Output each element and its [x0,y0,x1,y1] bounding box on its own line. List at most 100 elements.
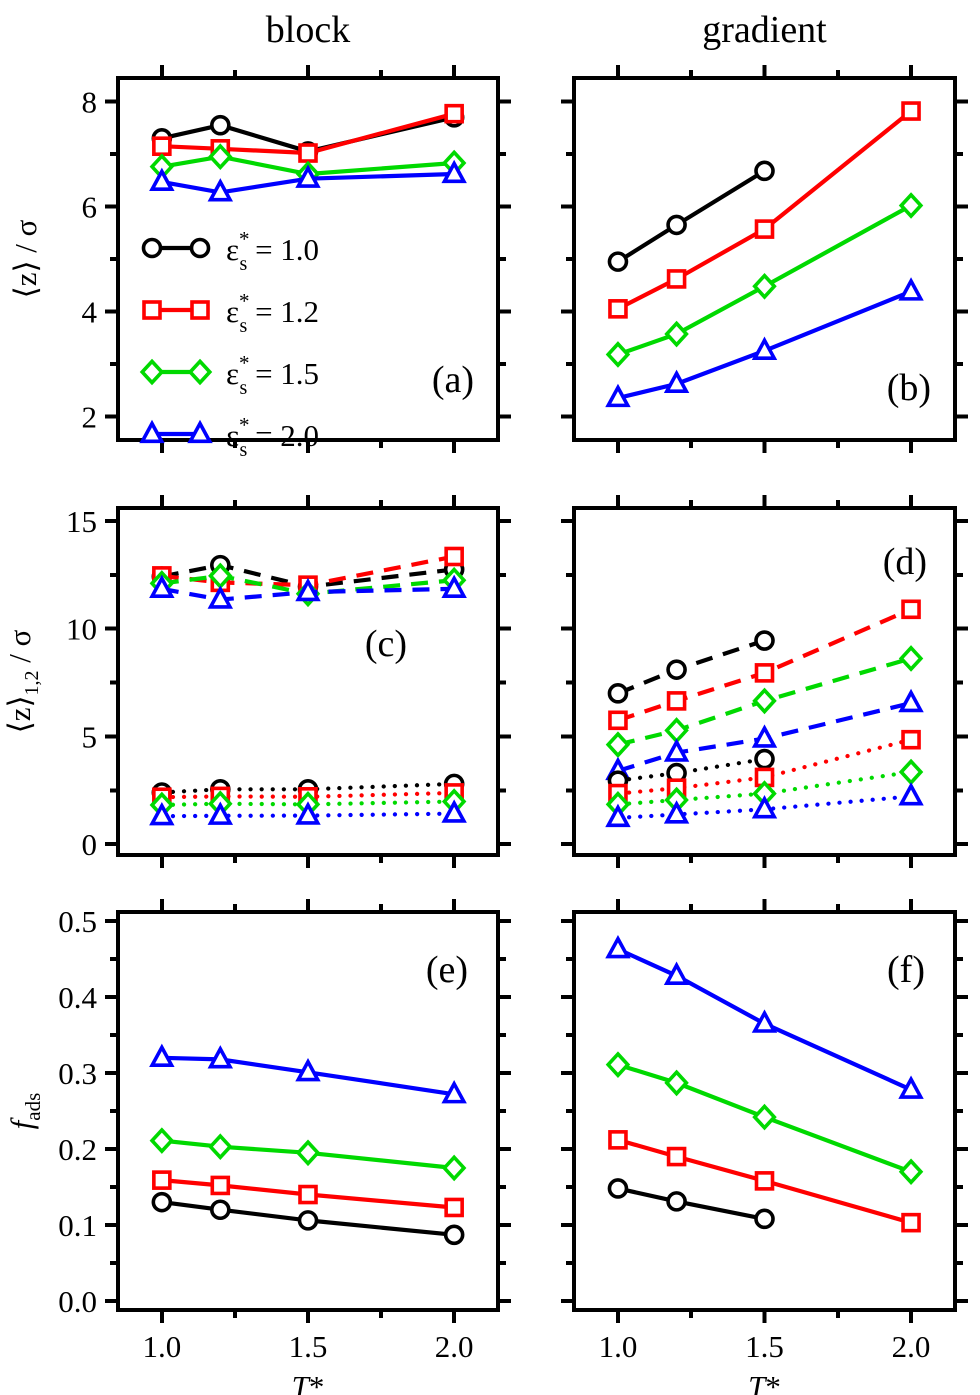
y-axis-label-a: ⟨z⟩ / σ [8,219,43,298]
data-marker-square [901,1212,921,1233]
data-marker-triangle [663,738,690,762]
data-marker-diamond [208,1133,233,1160]
data-marker-circle [754,1208,775,1230]
legend-entry-1[interactable]: ε* s = 1.2 [142,289,319,337]
panel-frame-a [116,76,500,442]
data-marker-diamond [664,1069,689,1097]
series-line [161,1138,455,1171]
data-marker-triangle [751,336,778,360]
data-marker-triangle [663,961,690,985]
data-marker-triangle [663,800,690,824]
legend-entry-0[interactable]: ε* s = 1.0 [141,227,320,275]
x-axis-label: T* [292,1369,325,1395]
series-b-0 [607,160,775,272]
series-line [161,562,455,589]
data-marker-triangle [441,159,467,184]
data-marker-triangle [149,1043,175,1067]
data-marker-square [444,1197,464,1218]
y-tick-label: 0.4 [58,980,97,1015]
y-tick-label: 5 [82,719,98,754]
data-marker-square [666,1146,687,1167]
series-e-1 [152,1170,464,1218]
legend-entry-3[interactable]: ε* s = 2.0 [139,413,319,461]
legend-entry-2[interactable]: ε* s = 1.5 [139,351,319,399]
series-line [617,607,912,723]
y-tick-label: 15 [66,504,97,539]
data-marker-square [754,663,775,683]
data-marker-triangle [207,801,234,825]
data-marker-square [901,599,921,620]
data-marker-square [754,1171,775,1191]
data-marker-square [754,219,775,239]
series-line [615,769,914,807]
series-line [617,701,912,773]
data-marker-square [666,269,687,289]
y-tick-label: 0.1 [58,1208,97,1243]
panel-a: 2 4 6 8 (a) [82,65,511,453]
data-marker-square [444,546,464,567]
data-marker-triangle [605,934,631,959]
series-line [615,794,914,820]
series-line [161,1178,455,1210]
data-marker-triangle [898,688,924,713]
x-tick-label: 2.0 [892,1329,931,1364]
data-marker-circle [210,1199,231,1221]
x-tick-label: 1.0 [142,1329,181,1364]
data-marker-triangle [441,574,467,598]
panel-label-f: (f) [887,949,925,991]
y-tick-label: 2 [82,399,98,434]
y-tick-label: 6 [82,190,98,225]
data-marker-diamond [208,143,233,170]
series-line [161,154,455,177]
panel-label-d: (d) [883,541,927,583]
data-marker-triangle [149,574,175,598]
data-marker-triangle [139,419,165,444]
data-marker-diamond [441,1154,467,1182]
data-marker-diamond [664,320,689,348]
data-marker-triangle [898,1075,924,1099]
y-tick-label: 4 [82,294,98,329]
data-marker-triangle [295,164,321,188]
data-marker-triangle [441,799,467,823]
data-marker-diamond [898,1158,924,1186]
data-marker-triangle [751,724,778,748]
series-line [617,109,913,311]
data-marker-triangle [149,167,175,192]
x-tick-label: 1.5 [745,1329,784,1364]
data-marker-triangle [207,1045,234,1069]
data-marker-circle [607,683,629,704]
data-marker-square [210,1175,231,1196]
data-marker-circle [754,160,775,182]
x-tick-label: 1.0 [599,1329,638,1364]
data-marker-square [190,300,210,320]
series-b-3 [605,277,924,408]
data-marker-diamond [752,1103,777,1131]
series-e-3 [149,1043,467,1104]
series-b-2 [605,192,924,368]
data-marker-triangle [751,795,778,819]
series-line [161,111,455,156]
series-line [617,1062,912,1174]
data-marker-diamond [752,687,777,715]
y-axis-label-c: ⟨z⟩1,2 / σ [2,629,43,733]
data-marker-circle [141,237,163,259]
series-line [617,947,912,1092]
data-marker-triangle [295,1058,321,1082]
y-axis-label-e: fads [4,1093,45,1130]
series-line [615,737,914,796]
y-axis-label-text: fads [4,1093,45,1130]
data-marker-circle [754,630,775,651]
series-e-0 [151,1191,465,1246]
data-marker-diamond [898,192,924,219]
data-marker-diamond [295,1139,321,1167]
legend-label: ε* s = 2.0 [226,413,319,461]
data-marker-circle [189,237,211,259]
data-marker-square [152,1170,172,1190]
series-d-0 [607,630,775,704]
panel-e: 0.0 0.1 0.2 0.3 0.4 0.5 (e) [58,899,511,1323]
data-marker-diamond [898,645,924,672]
data-marker-square [298,143,318,163]
series-e-2 [149,1127,467,1182]
column-title-text: block [266,9,350,51]
